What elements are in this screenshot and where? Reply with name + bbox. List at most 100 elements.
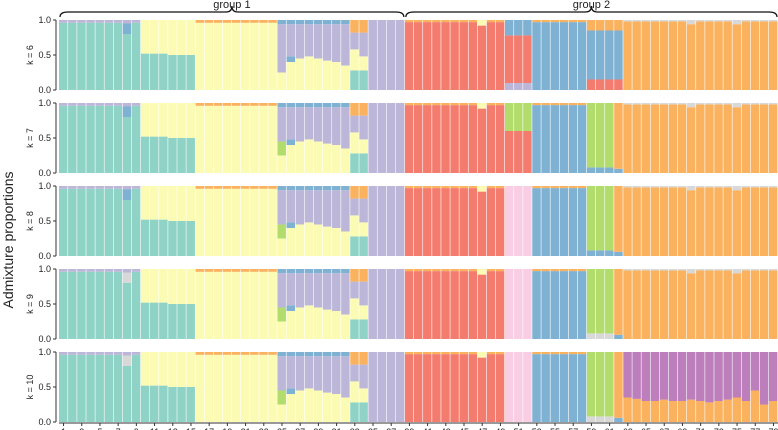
bar-k9-ind67-orange (659, 270, 669, 339)
bar-k6-ind50-blue (504, 20, 514, 36)
bar-k7-ind32-blue (341, 103, 350, 108)
bar-k9-ind48-orange (486, 269, 496, 272)
bar-k9-ind76-orange (741, 270, 751, 339)
bar-k8-ind77-grey (750, 186, 760, 188)
bar-k8-ind50-pink (504, 186, 514, 256)
bar-k10-ind64-purple (632, 352, 641, 399)
bar-k6-ind26-lavender (286, 24, 296, 57)
bar-k9-ind58-orange (577, 269, 587, 272)
bar-k6-ind66-grey (650, 20, 660, 22)
bar-k9-ind55-blue (550, 271, 559, 339)
bar-k10-ind53-orange (532, 352, 541, 355)
bar-k6-ind61-red (605, 79, 614, 90)
bar-k10-ind57-blue (568, 354, 578, 422)
bar-k9-ind59-green (586, 269, 596, 334)
bar-k10-ind34-lavender (359, 364, 368, 389)
bar-k6-ind63-grey (623, 20, 632, 22)
bar-k8-ind18-yellow (213, 188, 223, 256)
bar-k6-ind60-orange (595, 20, 605, 31)
bar-k6-ind18-yellow (213, 22, 223, 90)
bar-k8-ind59-blue (586, 250, 596, 256)
bar-k10-ind25-yellow (277, 404, 286, 422)
bar-k6-ind14-yellow (177, 20, 186, 55)
bar-k10-ind50-pink (504, 352, 514, 422)
bar-k10-ind42-red (432, 354, 441, 422)
panel-k6: 0.0 0.5 1.0 k = 6 (25, 15, 778, 95)
bar-k7-ind65-orange (641, 104, 650, 173)
bar-k9-ind5-lavender (95, 269, 104, 272)
bar-k7-ind28-blue (304, 103, 314, 108)
bar-k10-ind57-orange (568, 352, 578, 355)
bar-k7-ind56-blue (559, 105, 569, 173)
bar-k6-ind72-grey (705, 20, 714, 22)
bar-k10-ind28-yellow (304, 388, 314, 422)
bar-k6-ind76-orange (741, 21, 751, 90)
x-tick-label: 17 (204, 427, 214, 430)
bar-k7-ind55-blue (550, 105, 559, 173)
bar-k6-ind60-red (595, 79, 605, 90)
bar-k8-ind29-lavender (313, 190, 323, 225)
bar-k10-ind47-yellow (477, 352, 487, 358)
bar-k6-ind47-red (477, 25, 487, 91)
bar-k9-ind19-orange (222, 269, 232, 272)
bar-k7-ind15-teal (186, 138, 195, 173)
bar-k7-ind10-teal (140, 136, 150, 173)
bar-k7-ind26-yellow (286, 145, 296, 173)
bar-k8-ind34-teal (359, 236, 368, 256)
panel-label-k7: k = 7 (25, 128, 35, 148)
bar-k8-ind6-teal (104, 188, 114, 256)
bar-k9-ind18-yellow (213, 271, 223, 339)
bar-k7-ind22-orange (250, 103, 259, 106)
bar-k8-ind24-yellow (268, 188, 277, 256)
bar-k8-ind36-lavender (377, 186, 387, 256)
bar-k6-ind10-teal (140, 53, 150, 90)
bar-k10-ind12-yellow (159, 352, 168, 386)
bar-k6-ind69-grey (677, 20, 687, 22)
bar-k6-ind73-grey (714, 20, 723, 22)
bar-k10-ind56-blue (559, 354, 569, 422)
bar-k6-ind37-lavender (386, 20, 396, 90)
bar-k9-ind44-orange (450, 269, 459, 272)
bar-k8-ind7-teal (113, 188, 123, 256)
bar-k9-ind34-orange (359, 269, 368, 282)
bar-k6-ind22-orange (250, 20, 259, 23)
bar-k6-ind34-yellow (359, 56, 368, 71)
bar-k10-ind41-orange (423, 352, 432, 355)
bar-k6-ind56-orange (559, 20, 569, 23)
bar-k8-ind12-teal (159, 219, 168, 256)
bar-k7-ind32-lavender (341, 107, 350, 149)
bar-k9-ind49-red (495, 271, 505, 339)
x-tick-label: 73 (714, 427, 724, 430)
bar-k10-ind28-blue (304, 352, 314, 357)
bar-k6-ind33-orange (350, 20, 359, 33)
x-tick-label: 49 (495, 427, 505, 430)
bar-k7-ind78-grey (759, 103, 769, 105)
bar-k7-ind44-red (450, 105, 459, 173)
bar-k9-ind12-teal (159, 302, 168, 339)
bar-k9-ind46-red (468, 271, 478, 339)
bar-k8-ind24-orange (268, 186, 277, 189)
bar-k9-ind26-yellow (286, 311, 296, 339)
bar-k10-ind68-orange (668, 401, 678, 422)
bar-k8-ind40-red (413, 188, 423, 256)
bar-k6-ind33-yellow (350, 49, 359, 71)
bar-k6-ind18-orange (213, 20, 223, 23)
bar-k7-ind12-yellow (159, 103, 168, 137)
bar-k9-ind2-lavender (68, 269, 77, 272)
bar-k9-ind8-lavender (122, 269, 132, 273)
bar-k7-ind12-teal (159, 136, 168, 173)
bar-k9-ind23-yellow (259, 271, 268, 339)
bar-k8-ind28-lavender (304, 190, 314, 223)
bar-k8-ind15-yellow (186, 186, 195, 221)
bar-k7-ind55-orange (550, 103, 559, 106)
bar-k8-ind69-grey (677, 186, 687, 188)
bar-k9-ind21-orange (241, 269, 250, 272)
bar-k8-ind28-blue (304, 186, 314, 191)
bar-k6-ind25-yellow (277, 72, 286, 90)
bar-k9-ind62-blue (614, 334, 623, 339)
bar-k9-ind61-green (605, 269, 614, 334)
bar-k7-ind74-orange (723, 104, 732, 173)
bar-k6-ind61-orange (605, 20, 614, 31)
bar-k6-ind40-orange (413, 20, 423, 23)
bar-k6-ind79-orange (768, 21, 778, 90)
